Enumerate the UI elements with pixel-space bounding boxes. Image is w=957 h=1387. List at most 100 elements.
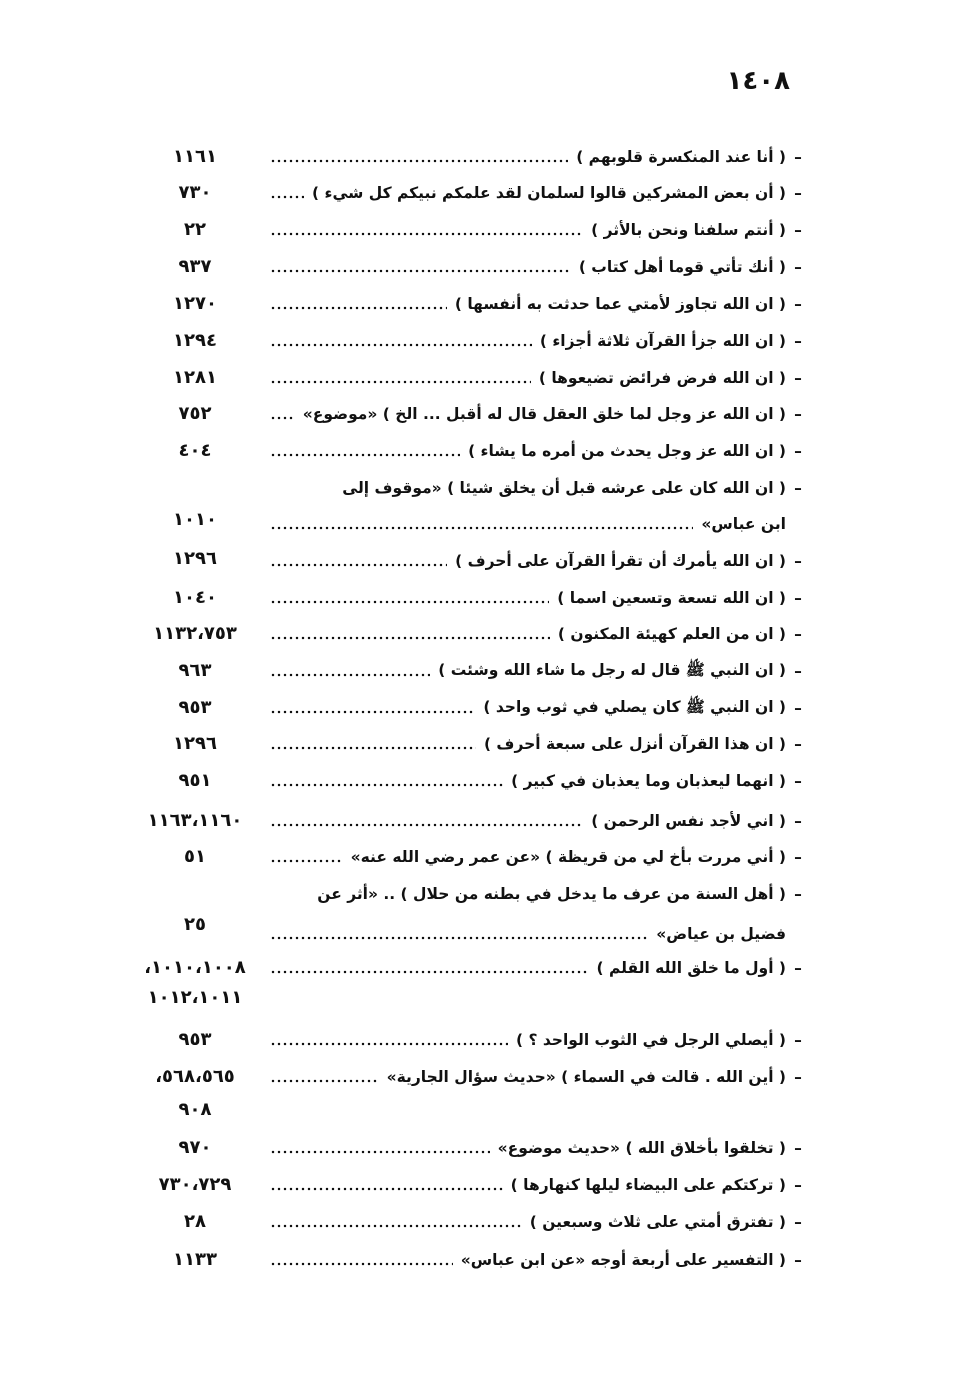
dot-leader	[270, 159, 569, 163]
entry-text: ( ان الله تسعة وتسعين اسما )	[557, 589, 786, 607]
dot-leader	[270, 416, 295, 420]
entry-text: ( أنا عند المنكسرة قلوبهم )	[576, 148, 786, 166]
entry-page-ref: ٩٣٧	[178, 256, 212, 277]
entry-text: ( ان الله كان على عرشه قبل أن يخلق شيئا …	[342, 479, 786, 497]
entry-page-ref: ١٠١٢،١٠١١	[147, 987, 243, 1008]
index-entry: –( ان النبي ﷺ كان يصلي في ثوب واحد )	[270, 695, 810, 721]
entry-page-ref: ،١٠١٠،١٠٠٨	[144, 957, 246, 978]
entry-text: ( أنتم سلفنا ونحن بالأثر )	[591, 221, 786, 239]
dot-leader	[270, 269, 571, 273]
index-entry: –( أنا عند المنكسرة قلوبهم )	[270, 144, 810, 170]
entry-page-ref: ٢٥	[184, 914, 206, 935]
index-entry: –( أني مررت بأخ لي من قريظة ) «عن عمر رض…	[270, 844, 810, 870]
entry-dash: –	[794, 848, 802, 866]
dot-leader	[270, 1150, 490, 1154]
entry-page-ref: ١١٣٢،٧٥٣	[153, 623, 237, 644]
index-entry: –( أين الله . قالت في السماء ) «حديث سؤا…	[270, 1064, 810, 1090]
entry-dash: –	[794, 772, 802, 790]
entry-text: ( أني مررت بأخ لي من قريظة ) «عن عمر رضي…	[350, 848, 786, 866]
entry-text: ( أول ما خلق الله القلم )	[596, 959, 786, 977]
entry-dash: –	[794, 148, 802, 166]
index-entry: –( أول ما خلق الله القلم )	[270, 955, 810, 981]
dot-leader	[270, 1262, 453, 1266]
entry-page-ref: ٢٨	[184, 1211, 206, 1232]
index-entry: –( تركتكم على البيضاء ليلها كنهارها )	[270, 1172, 810, 1198]
entry-page-ref: ١٠٤٠	[173, 587, 217, 608]
dot-leader	[270, 710, 476, 714]
index-entry: –( ان الله جزأ القرآن ثلاثة أجزاء )	[270, 328, 810, 354]
entry-page-ref: ٧٥٢	[178, 403, 212, 424]
dot-leader	[270, 1079, 379, 1083]
dot-leader	[270, 563, 448, 567]
entry-text: ( ان الله عز وجل لما خلق العقل قال له أق…	[302, 405, 786, 423]
index-entry: –( ان النبي ﷺ قال له رجل ما شاء الله وشئ…	[270, 658, 810, 684]
index-entry: –( ان الله تسعة وتسعين اسما )	[270, 585, 810, 611]
entry-dash: –	[794, 1213, 802, 1231]
index-entry: –( انهما ليعذبان وما يعذبان في كبير )	[270, 768, 810, 794]
entry-dash: –	[794, 442, 802, 460]
entry-text: ( ان من العلم كهيئة المكنون )	[557, 625, 786, 643]
index-entry: –( أنتم سلفنا ونحن بالأثر )	[270, 217, 810, 243]
dot-leader	[270, 859, 343, 863]
entry-page-ref: ١١٣٣	[173, 1249, 217, 1270]
index-entry: –( ان الله فرض فرائض تضيعوها )	[270, 365, 810, 391]
dot-leader	[270, 673, 431, 677]
index-entry: –( أيصلي الرجل في الثوب الواحد ؟ )	[270, 1027, 810, 1053]
entry-text: ( تركتكم على البيضاء ليلها كنهارها )	[510, 1176, 786, 1194]
entry-text: ابن عباس»	[701, 515, 786, 533]
entry-page-ref: ٤٠٤	[178, 440, 212, 461]
entry-page-ref: ٧٣٠	[178, 182, 212, 203]
entry-text: ( انهما ليعذبان وما يعذبان في كبير )	[511, 772, 786, 790]
index-entry-continuation: فضيل بن عياض»	[270, 921, 810, 947]
entry-dash: –	[794, 332, 802, 350]
entry-page-ref: ٧٣٠،٧٢٩	[158, 1174, 232, 1195]
dot-leader	[270, 343, 532, 347]
entry-dash: –	[794, 1251, 802, 1269]
entry-dash: –	[794, 1139, 802, 1157]
entry-page-ref: ١٢٩٦	[173, 733, 217, 754]
entry-page-ref: ١٠١٠	[173, 509, 217, 530]
dot-leader	[270, 783, 504, 787]
entry-dash: –	[794, 295, 802, 313]
entry-text: ( ان الله يأمرك أن تقرأ القرآن على أحرف …	[455, 552, 786, 570]
entry-page-ref: ٩٥١	[178, 770, 212, 791]
entry-text: ( أن بعض المشركين قالوا لسلمان لقد علمكم…	[312, 184, 786, 202]
entry-page-ref: ١١٦١	[173, 146, 217, 167]
index-entry: –( تفترق أمتي على ثلاث وسبعين )	[270, 1209, 810, 1235]
entry-text: ( ان هذا القرآن أنزل على سبعة أحرف )	[483, 735, 786, 753]
entry-page-ref: ،٥٦٨،٥٦٥	[155, 1066, 235, 1087]
index-entry: –( ان من العلم كهيئة المكنون )	[270, 621, 810, 647]
index-entry: –( أهل السنة من عرف ما يدخل في بطنه من ح…	[270, 881, 810, 907]
entry-dash: –	[794, 885, 802, 903]
entry-text: ( أنك تأتي قوما أهل كتاب )	[578, 258, 786, 276]
entry-page-ref: ٩٥٣	[178, 1029, 212, 1050]
entry-text: ( تفترق أمتي على ثلاث وسبعين )	[529, 1213, 786, 1231]
entry-text: ( ان الله عز وجل يحدث من أمره ما يشاء )	[468, 442, 786, 460]
entry-dash: –	[794, 699, 802, 717]
entry-page-ref: ١٢٧٠	[173, 293, 217, 314]
entry-text: ( تخلقوا بأخلاق الله ) «حديث موضوع»	[497, 1139, 786, 1157]
dot-leader	[270, 526, 694, 530]
entry-text: ( ان النبي ﷺ قال له رجل ما شاء الله وشئت…	[438, 660, 786, 679]
entry-dash: –	[794, 812, 802, 830]
index-entry: –( ان الله يأمرك أن تقرأ القرآن على أحرف…	[270, 548, 810, 574]
index-entry: –( التفسير على أربعة أوجه «عن ابن عباس»	[270, 1247, 810, 1273]
entry-page-ref: ٩٠٨	[178, 1099, 212, 1120]
entry-page-ref: ١٢٩٦	[173, 548, 217, 569]
entry-text: ( أيصلي الرجل في الثوب الواحد ؟ )	[515, 1031, 786, 1049]
entry-text: ( ان الله فرض فرائض تضيعوها )	[538, 369, 786, 387]
entry-dash: –	[794, 258, 802, 276]
entry-dash: –	[794, 1031, 802, 1049]
entry-text: ( أين الله . قالت في السماء ) «حديث سؤال…	[386, 1068, 786, 1086]
dot-leader	[270, 970, 589, 974]
entry-dash: –	[794, 369, 802, 387]
dot-leader	[270, 936, 649, 940]
entry-dash: –	[794, 1176, 802, 1194]
entry-page-ref: ١١٦٣،١١٦٠	[147, 810, 243, 831]
index-entry: –( تخلقوا بأخلاق الله ) «حديث موضوع»	[270, 1135, 810, 1161]
entry-dash: –	[794, 735, 802, 753]
index-entry: –( اني لأجد نفس الرحمن )	[270, 808, 810, 834]
dot-leader	[270, 823, 584, 827]
entry-dash: –	[794, 221, 802, 239]
entry-dash: –	[794, 625, 802, 643]
